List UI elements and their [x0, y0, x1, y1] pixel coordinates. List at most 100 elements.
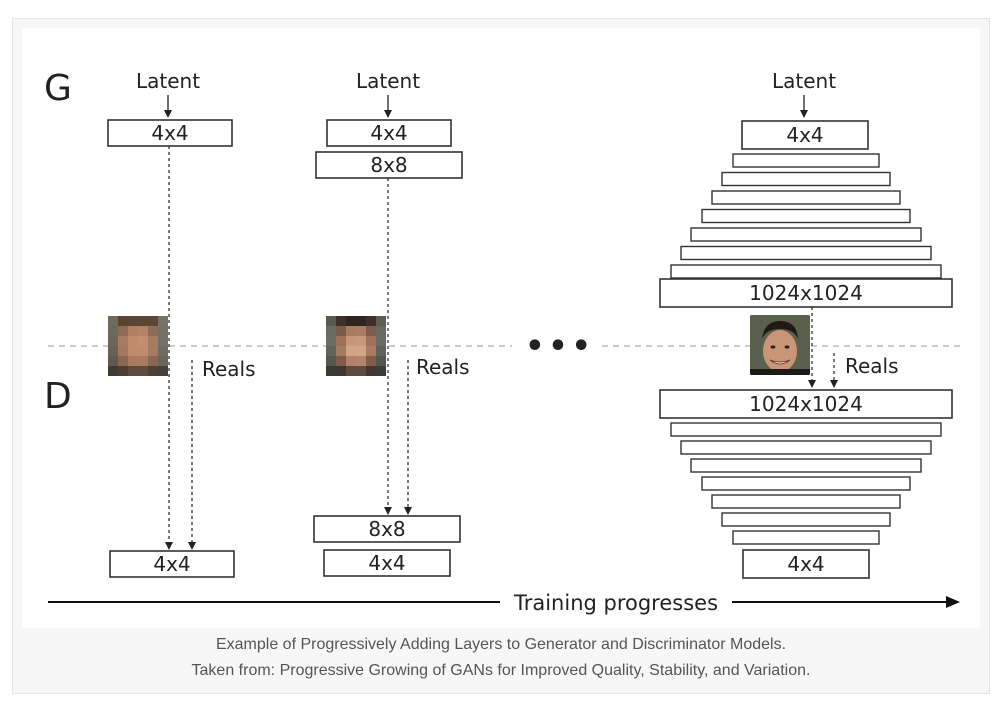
svg-text:1024x1024: 1024x1024 — [749, 281, 863, 305]
stage3-disc-layer-bar — [711, 494, 901, 509]
image-pixel — [346, 316, 356, 326]
stage3-disc-intermediate-layers — [670, 422, 942, 545]
image-pixel — [138, 366, 148, 376]
image-pixel — [138, 336, 148, 346]
stage3-reals-label: Reals — [845, 354, 899, 378]
stage1-disc-layer-4x4: 4x4 — [109, 550, 235, 578]
stage3-disc-layer-4x4: 4x4 — [742, 549, 870, 579]
image-pixel — [138, 356, 148, 366]
stage3-gen-layer-bar — [690, 227, 922, 242]
image-pixel — [336, 356, 346, 366]
image-pixel — [326, 356, 336, 366]
image-pixel — [336, 316, 346, 326]
image-pixel — [148, 336, 158, 346]
stage1-reals-label: Reals — [202, 357, 256, 381]
image-pixel — [118, 326, 128, 336]
svg-text:4x4: 4x4 — [786, 123, 823, 147]
image-pixel — [108, 326, 118, 336]
image-pixel — [376, 336, 386, 346]
generated-face-4x4-image — [108, 316, 168, 376]
image-pixel — [366, 346, 376, 356]
image-pixel — [158, 316, 168, 326]
image-pixel — [128, 316, 138, 326]
generated-face-8x8-image — [326, 316, 386, 376]
image-pixel — [346, 366, 356, 376]
svg-text:4x4: 4x4 — [368, 551, 405, 575]
image-pixel — [326, 366, 336, 376]
image-pixel — [158, 336, 168, 346]
image-pixel — [336, 336, 346, 346]
progressive-gan-diagram: G D Latent 4x4 Reals 4x4 Latent 4x4 8x8 — [22, 28, 980, 628]
stage3-gen-layer-1024: 1024x1024 — [659, 278, 953, 308]
stage3-disc-layer-bar — [690, 458, 922, 473]
image-pixel — [326, 326, 336, 336]
stage1-latent-label: Latent — [136, 69, 200, 93]
stage2-reals-label: Reals — [416, 355, 470, 379]
image-pixel — [336, 326, 346, 336]
ellipsis-dots: ••• — [525, 329, 595, 364]
image-pixel — [138, 316, 148, 326]
image-pixel — [158, 366, 168, 376]
image-pixel — [356, 366, 366, 376]
discriminator-label: D — [44, 376, 72, 417]
image-pixel — [138, 346, 148, 356]
image-pixel — [326, 336, 336, 346]
image-pixel — [148, 356, 158, 366]
image-pixel — [108, 366, 118, 376]
image-pixel — [138, 326, 148, 336]
image-pixel — [128, 356, 138, 366]
image-pixel — [158, 326, 168, 336]
image-pixel — [118, 346, 128, 356]
svg-text:8x8: 8x8 — [370, 153, 407, 177]
svg-text:4x4: 4x4 — [153, 552, 190, 576]
image-pixel — [128, 366, 138, 376]
stage2-disc-layer-4x4: 4x4 — [323, 549, 451, 577]
image-pixel — [108, 316, 118, 326]
image-pixel — [366, 366, 376, 376]
image-pixel — [148, 366, 158, 376]
image-pixel — [158, 346, 168, 356]
image-pixel — [108, 336, 118, 346]
stage3-gen-layer-bar — [670, 264, 942, 279]
stage3-disc-layer-bar — [670, 422, 942, 437]
image-pixel — [366, 336, 376, 346]
generated-face-1024-image — [750, 315, 810, 375]
image-pixel — [376, 326, 386, 336]
image-pixel — [118, 336, 128, 346]
image-pixel — [326, 346, 336, 356]
stage1-gen-layer-4x4: 4x4 — [107, 119, 233, 147]
image-pixel — [148, 346, 158, 356]
image-pixel — [376, 346, 386, 356]
stage3-gen-layer-bar — [680, 245, 932, 261]
caption-line-2: Taken from: Progressive Growing of GANs … — [191, 662, 811, 679]
image-pixel — [118, 316, 128, 326]
image-pixel — [356, 336, 366, 346]
caption-line-1: Example of Progressively Adding Layers t… — [215, 636, 787, 653]
figure-caption: Example of Progressively Adding Layers t… — [12, 632, 990, 684]
image-pixel — [376, 356, 386, 366]
svg-text:4x4: 4x4 — [151, 121, 188, 145]
svg-text:1024x1024: 1024x1024 — [749, 392, 863, 416]
image-pixel — [366, 356, 376, 366]
stage3-disc-layer-bar — [680, 440, 932, 455]
stage3-disc-layer-1024: 1024x1024 — [659, 389, 953, 419]
image-pixel — [376, 316, 386, 326]
image-pixel — [346, 346, 356, 356]
image-pixel — [336, 366, 346, 376]
svg-text:4x4: 4x4 — [787, 552, 824, 576]
stage3-gen-layer-bar — [732, 153, 880, 168]
svg-text:4x4: 4x4 — [370, 121, 407, 145]
image-pixel — [108, 346, 118, 356]
image-pixel — [128, 336, 138, 346]
image-pixel — [118, 356, 128, 366]
stage3-latent-label: Latent — [772, 69, 836, 93]
stage2-gen-layer-4x4: 4x4 — [326, 119, 452, 147]
stage2-latent-label: Latent — [356, 69, 420, 93]
image-pixel — [356, 356, 366, 366]
stage3-gen-layer-bar — [701, 208, 911, 224]
generator-label: G — [44, 68, 72, 109]
stage3-gen-layer-4x4: 4x4 — [741, 120, 869, 150]
image-pixel — [326, 316, 336, 326]
image-pixel — [128, 346, 138, 356]
image-pixel — [158, 356, 168, 366]
